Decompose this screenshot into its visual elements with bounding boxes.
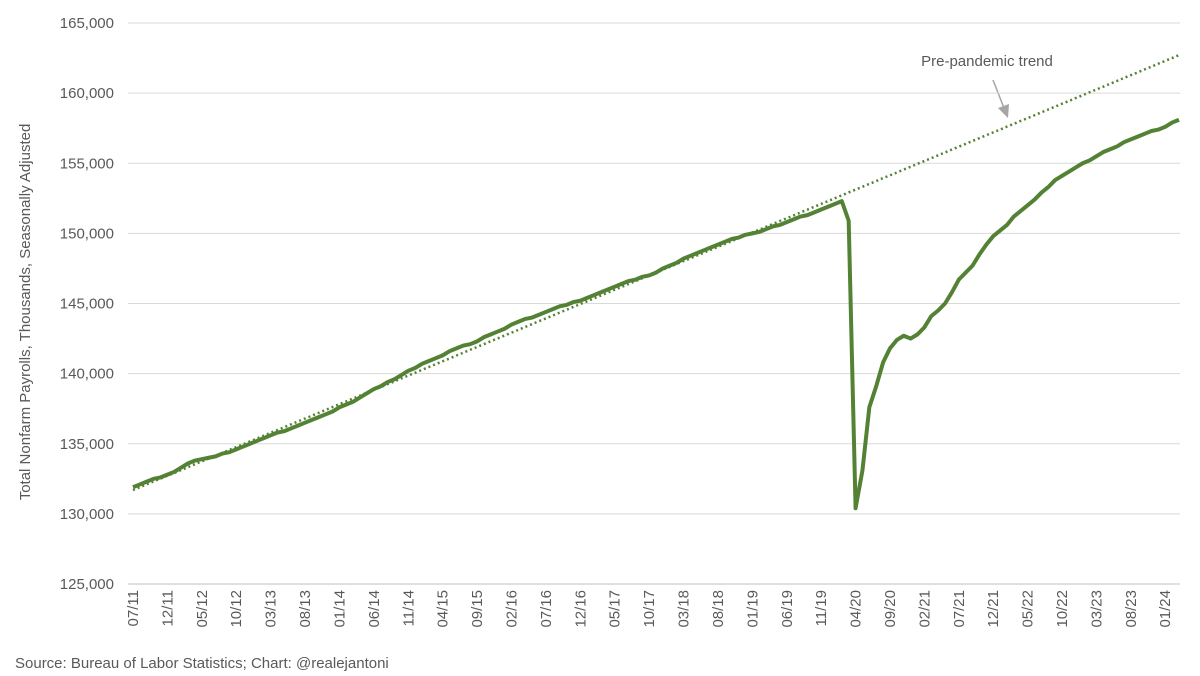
- x-tick-label: 05/17: [607, 590, 624, 628]
- x-tick-label: 03/18: [676, 590, 693, 628]
- x-tick-label: 04/20: [848, 590, 865, 628]
- annotation: Pre-pandemic trend: [921, 53, 1053, 70]
- x-tick-label: 12/11: [159, 590, 176, 626]
- x-tick-label: 01/24: [1157, 590, 1174, 628]
- x-tick-label: 05/12: [194, 590, 211, 628]
- y-tick-label: 135,000: [60, 436, 114, 453]
- x-tick-label: 10/12: [228, 590, 245, 628]
- x-tick-label: 08/13: [297, 590, 314, 628]
- x-tick-label: 09/20: [882, 590, 899, 628]
- x-tick-label: 07/21: [951, 590, 968, 628]
- x-tick-label: 12/16: [572, 590, 589, 628]
- x-tick-label: 02/21: [916, 590, 933, 628]
- x-tick-label: 09/15: [469, 590, 486, 628]
- x-tick-label: 12/21: [985, 590, 1002, 628]
- x-tick-label: 08/23: [1123, 590, 1140, 628]
- x-tick-label: 01/14: [331, 590, 348, 628]
- data-line: [132, 117, 1180, 511]
- x-tick-label: 03/23: [1088, 590, 1105, 628]
- x-tick-label: 05/22: [1020, 590, 1037, 628]
- x-tick-label: 10/22: [1054, 590, 1071, 628]
- x-tick-label: 11/14: [400, 590, 417, 626]
- x-tick-label: 07/11: [125, 590, 142, 626]
- y-tick-label: 150,000: [60, 225, 114, 242]
- x-tick-label: 10/17: [641, 590, 658, 628]
- annotation-arrow: [992, 79, 1005, 109]
- x-tick-label: 04/15: [435, 590, 452, 628]
- y-tick-label: 130,000: [60, 506, 114, 523]
- y-tick-label: 140,000: [60, 366, 114, 383]
- x-tick-label: 03/13: [263, 590, 280, 628]
- x-tick-label: 01/19: [744, 590, 761, 628]
- x-tick-label: 02/16: [503, 590, 520, 628]
- x-tick-label: 06/19: [779, 590, 796, 628]
- annotation-arrowhead: [998, 104, 1009, 118]
- y-tick-label: 145,000: [60, 296, 114, 313]
- x-tick-label: 11/19: [813, 590, 830, 626]
- x-tick-label: 07/16: [538, 590, 555, 628]
- source: Source: Bureau of Labor Statistics; Char…: [15, 655, 389, 672]
- x-tick-label: 06/14: [366, 590, 383, 628]
- y-tick-label: 165,000: [60, 15, 114, 32]
- y-tick-label: 125,000: [60, 576, 114, 593]
- y-tick-label: 155,000: [60, 155, 114, 172]
- y-tick-label: 160,000: [60, 85, 114, 102]
- x-tick-label: 08/18: [710, 590, 727, 628]
- y-axis-title: Total Nonfarm Payrolls, Thousands, Seaso…: [17, 124, 34, 501]
